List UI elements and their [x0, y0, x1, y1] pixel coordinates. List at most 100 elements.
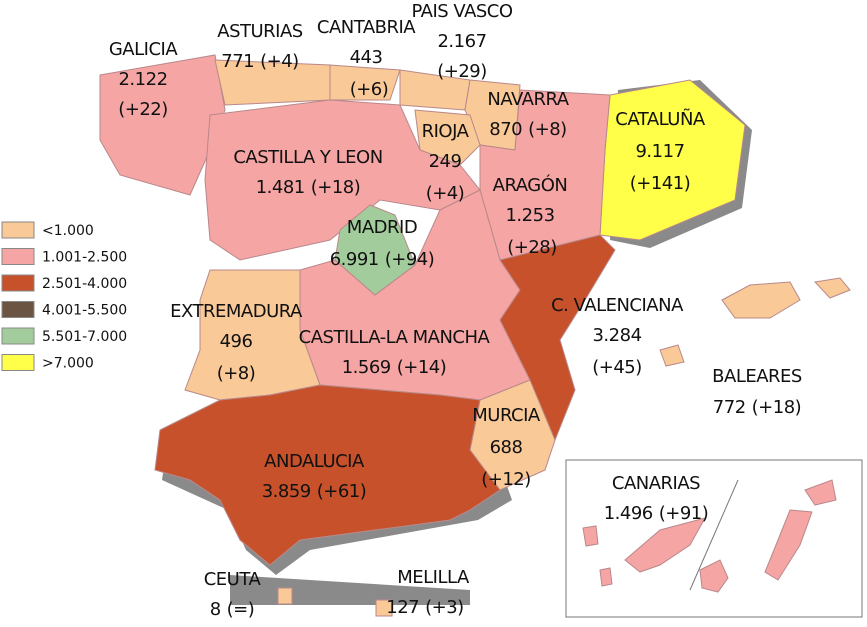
- legend-swatch: [1, 354, 35, 371]
- region-label: ASTURIAS: [217, 21, 303, 42]
- region-total: 249: [429, 151, 462, 172]
- region-label: CANTABRIA: [317, 17, 416, 38]
- region-label: (+8): [217, 363, 256, 384]
- legend-swatch: [1, 301, 35, 318]
- region-label: ANDALUCIA: [264, 451, 365, 472]
- legend-label: 4.001-5.500: [42, 303, 127, 319]
- region-rioja: [414, 109, 481, 166]
- region-total: 771: [221, 51, 254, 72]
- region-label: 496: [220, 331, 253, 352]
- region-total: 2.122: [118, 69, 167, 90]
- region-baleares: [721, 281, 801, 319]
- island: [624, 517, 707, 573]
- region-baleares: [813, 277, 851, 299]
- region-label: (+6): [350, 79, 389, 100]
- region-label: 772 (+18): [713, 397, 801, 418]
- region-total: 2.167: [437, 31, 486, 52]
- island: [764, 509, 813, 581]
- region-total: 443: [350, 47, 383, 68]
- region-melilla: [375, 599, 393, 617]
- region-name: EXTREMADURA: [170, 301, 303, 322]
- canarias-inset: [565, 459, 863, 618]
- region-change: (+22): [118, 99, 168, 120]
- region-label: BALEARES: [712, 366, 802, 387]
- region-label: (+45): [592, 357, 642, 378]
- region-change: (+6): [350, 79, 389, 100]
- region-label: 1.481 (+18): [256, 177, 361, 198]
- legend-swatch: [1, 221, 35, 239]
- region-change: (+18): [752, 397, 802, 418]
- region-name: CANARIAS: [612, 473, 700, 494]
- region-label: 249: [429, 151, 462, 172]
- region-change: (+12): [481, 469, 531, 490]
- region-name: ARAGÓN: [493, 174, 568, 196]
- island: [699, 559, 729, 593]
- region-name: GALICIA: [109, 39, 178, 60]
- canarias-islands: [582, 479, 837, 593]
- region-total: 6.991: [330, 249, 379, 270]
- region-label: 2.167: [437, 31, 486, 52]
- region-label: (+28): [507, 237, 557, 258]
- region-label: NAVARRA: [487, 89, 569, 110]
- region-andalucia: [154, 384, 501, 566]
- island: [599, 567, 613, 587]
- region-label: 3.284: [592, 325, 641, 346]
- region-change: (+4): [426, 183, 465, 204]
- region-ceuta: [277, 587, 293, 605]
- legend-label: >7.000: [42, 356, 94, 372]
- legend-swatch: [1, 327, 35, 345]
- region-label: (+4): [426, 183, 465, 204]
- legend-swatch: [1, 274, 35, 292]
- legend-label: 2.501-4.000: [42, 276, 127, 292]
- region-label: EXTREMADURA: [170, 301, 303, 322]
- region-label: CEUTA: [204, 569, 262, 590]
- region-name: BALEARES: [712, 366, 802, 387]
- region-total: 870: [489, 119, 522, 140]
- region-label: MADRID: [347, 217, 417, 238]
- region-total: 1.569: [342, 357, 391, 378]
- legend: <1.000 1.001-2.500 2.501-4.000 4.001-5.500 5…: [1, 221, 127, 372]
- region-total: 772: [713, 397, 746, 418]
- region-label: 688: [490, 437, 523, 458]
- region-change: (+94): [385, 249, 435, 270]
- region-change: (+4): [260, 51, 299, 72]
- region-label: RIOJA: [422, 121, 470, 142]
- region-change: (+61): [317, 481, 367, 502]
- region-total: 3.284: [592, 325, 641, 346]
- region-label: (+141): [630, 173, 690, 194]
- region-label: MURCIA: [472, 405, 541, 426]
- region-label: MELILLA: [397, 567, 470, 588]
- region-name: CATALUÑA: [615, 108, 706, 130]
- region-total: 1.481: [256, 177, 305, 198]
- region-label: (+22): [118, 99, 168, 120]
- region-total: 688: [490, 437, 523, 458]
- region-label: 870 (+8): [489, 119, 566, 140]
- region-label: 2.122: [118, 69, 167, 90]
- region-label: 1.253: [505, 205, 554, 226]
- region-change: (+91): [659, 503, 709, 524]
- labels: GALICIA 2.122 (+22) ASTURIAS 771 (+4) CANTABRI…: [109, 1, 803, 620]
- inset-frame: [565, 459, 863, 618]
- island: [804, 479, 837, 506]
- region-label: 771 (+4): [221, 51, 298, 72]
- region-name: PAIS VASCO: [411, 1, 512, 22]
- region-total: 1.496: [604, 503, 653, 524]
- region-label: PAIS VASCO: [411, 1, 512, 22]
- region-name: CASTILLA-LA MANCHA: [299, 327, 491, 348]
- region-cantabria: [329, 64, 401, 101]
- region-name: MURCIA: [472, 405, 541, 426]
- regions: [99, 54, 851, 617]
- region-change: (+8): [217, 363, 256, 384]
- region-label: (+29): [437, 61, 487, 82]
- legend-swatch: [1, 248, 35, 265]
- region-change: (+141): [630, 173, 690, 194]
- region-name: MELILLA: [397, 567, 470, 588]
- region-name: RIOJA: [422, 121, 470, 142]
- legend-label: <1.000: [42, 223, 94, 239]
- region-label: (+12): [481, 469, 531, 490]
- region-name: NAVARRA: [487, 89, 569, 110]
- legend-label: 5.501-7.000: [42, 329, 127, 345]
- inset-divider: [689, 479, 739, 591]
